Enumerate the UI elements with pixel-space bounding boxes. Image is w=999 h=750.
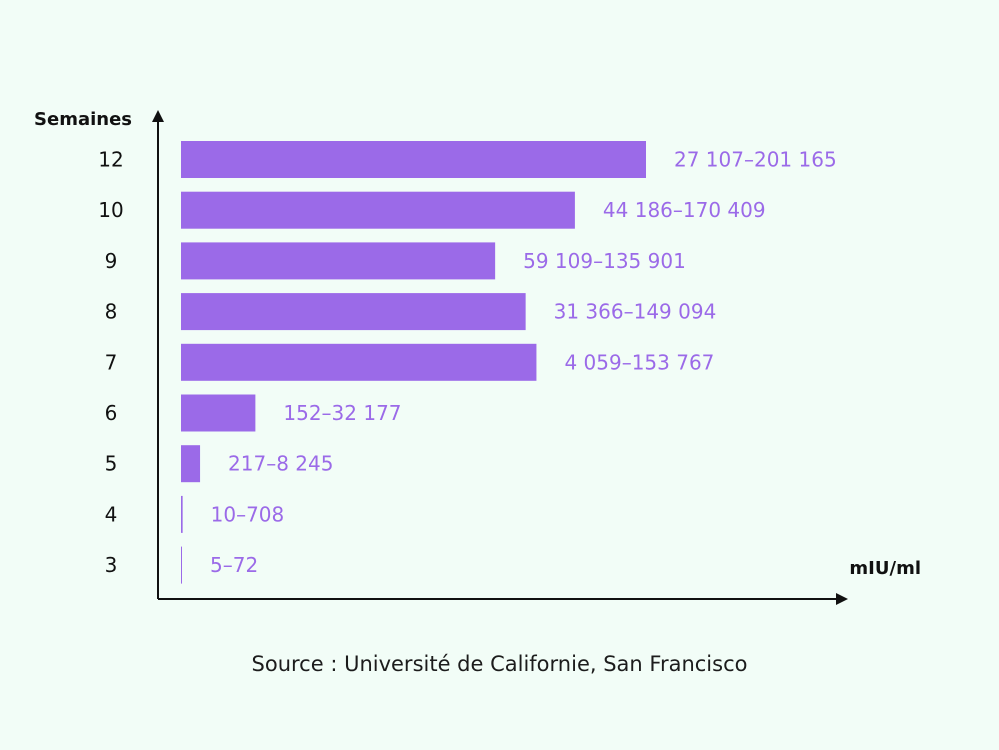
bar — [181, 293, 526, 331]
data-label: 10–708 — [211, 502, 285, 526]
data-label: 44 186–170 409 — [603, 198, 766, 222]
bar — [181, 191, 575, 229]
y-tick-label: 4 — [105, 502, 118, 526]
x-axis-label: mIU/ml — [849, 558, 921, 579]
y-tick-label: 8 — [105, 300, 118, 324]
y-tick-label: 9 — [105, 249, 118, 273]
y-tick-label: 3 — [105, 553, 118, 577]
y-tick-label: 10 — [98, 198, 123, 222]
bar — [181, 343, 537, 381]
data-label: 27 107–201 165 — [674, 148, 837, 172]
bar — [181, 546, 182, 584]
bar — [181, 242, 496, 280]
y-axis-label: Semaines — [34, 109, 132, 130]
bar — [181, 394, 256, 432]
y-tick-label: 6 — [105, 401, 118, 425]
source-caption: Source : Université de Californie, San F… — [251, 652, 748, 676]
data-label: 217–8 245 — [228, 452, 333, 476]
bar — [181, 495, 183, 533]
bar — [181, 141, 646, 178]
y-tick-label: 7 — [105, 350, 118, 374]
data-label: 152–32 177 — [283, 401, 401, 425]
bar — [181, 445, 201, 483]
x-axis-arrow-icon — [836, 593, 848, 605]
y-axis-arrow-icon — [152, 110, 164, 122]
data-label: 31 366–149 094 — [554, 300, 717, 324]
data-label: 4 059–153 767 — [564, 350, 714, 374]
y-tick-label: 5 — [105, 452, 118, 476]
y-tick-label: 12 — [98, 148, 123, 172]
data-label: 59 109–135 901 — [523, 249, 686, 273]
data-label: 5–72 — [210, 553, 258, 577]
